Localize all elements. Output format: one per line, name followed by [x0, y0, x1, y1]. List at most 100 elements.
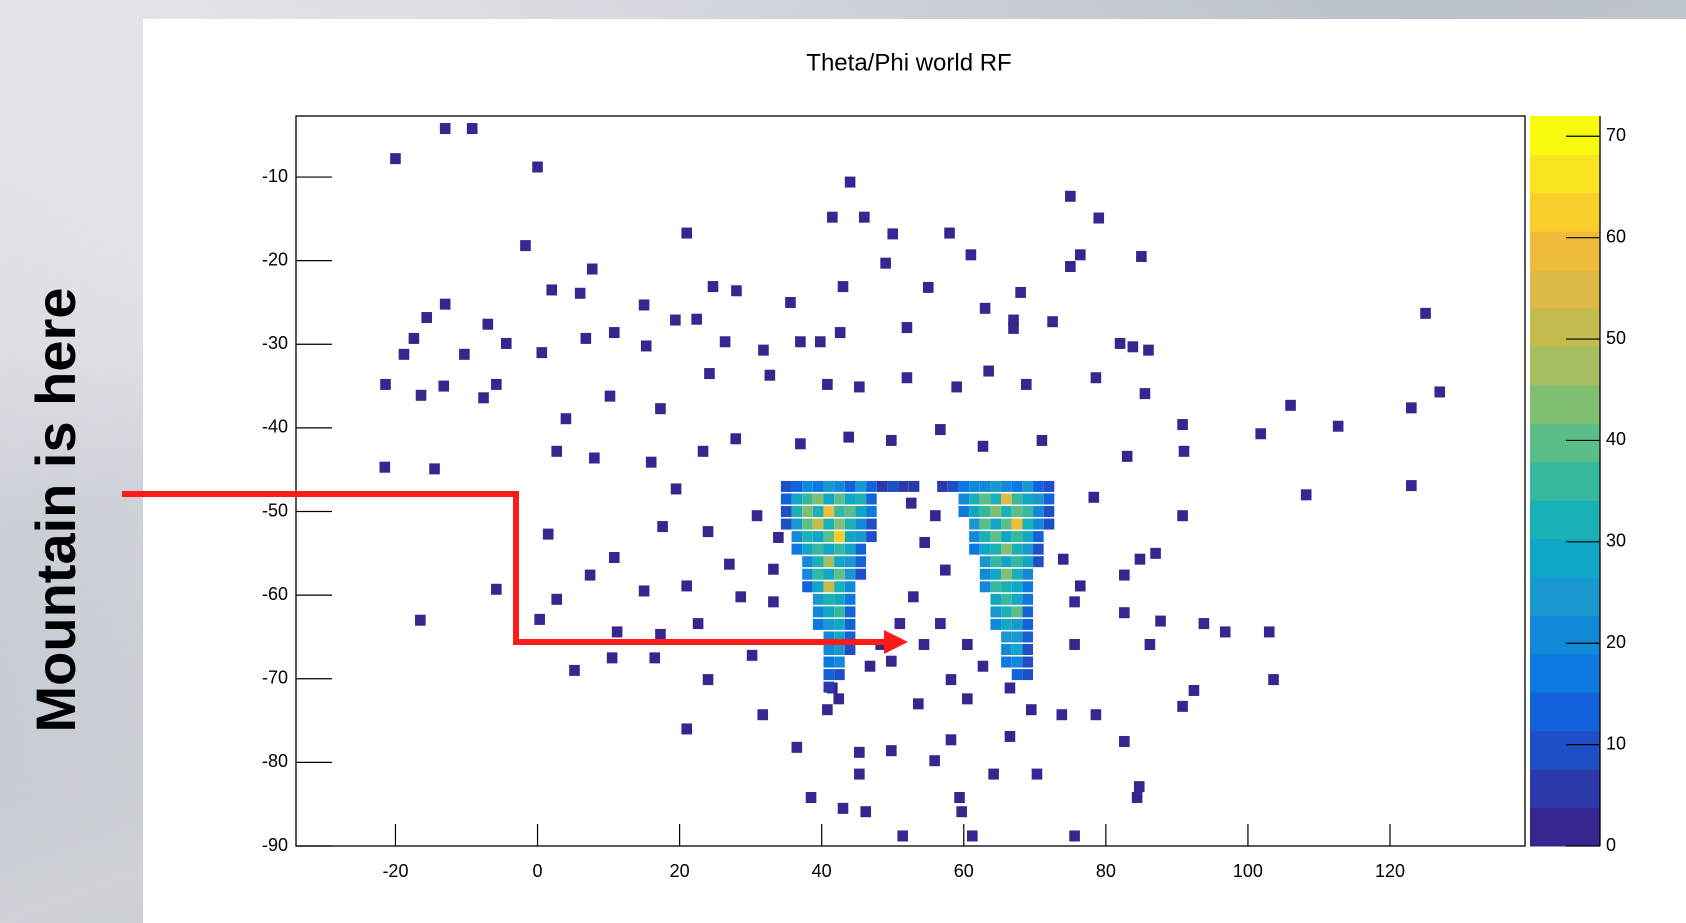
heat-cell [901, 322, 913, 334]
heat-cell [979, 556, 991, 568]
heat-cell [536, 347, 548, 359]
heat-cell [1004, 730, 1016, 742]
heat-cell [855, 568, 867, 580]
heat-cell [827, 211, 838, 223]
heat-cell [977, 440, 989, 452]
heat-cell [844, 543, 856, 555]
heat-cell [1263, 626, 1275, 638]
heat-cell [1011, 618, 1023, 630]
heat-cell [918, 638, 930, 650]
heat-cell [584, 569, 596, 581]
heat-cell [969, 543, 980, 555]
heat-cell [1131, 792, 1143, 804]
heat-cell [791, 518, 803, 530]
heat-cell [681, 723, 693, 735]
colorbar-band [1530, 461, 1600, 501]
heat-cell [855, 480, 867, 492]
cells [379, 123, 1446, 842]
heat-cell [1150, 547, 1161, 559]
colorbar-band [1530, 730, 1600, 770]
heat-cell [681, 227, 693, 239]
heat-cell [844, 556, 856, 568]
heat-cell [956, 806, 967, 818]
heat-cell [1119, 607, 1130, 619]
heat-cell [655, 403, 666, 415]
heat-cell [1043, 493, 1055, 505]
colorbar-band [1530, 384, 1600, 424]
heat-cell [823, 518, 835, 530]
heat-cell [1001, 593, 1012, 605]
heat-cell [962, 693, 973, 705]
heat-cell [551, 445, 563, 457]
heat-cell [834, 327, 846, 339]
heat-cell [945, 734, 957, 746]
heat-cell [844, 531, 856, 543]
heat-cell [812, 506, 824, 518]
heat-cell [608, 327, 620, 339]
heat-cell [657, 521, 668, 533]
colorbar-band [1530, 346, 1600, 386]
heat-cell [697, 445, 709, 457]
heat-cell [880, 257, 891, 269]
colorbar-band [1530, 308, 1600, 348]
heat-cell [834, 493, 845, 505]
heat-cell [969, 480, 980, 492]
heat-cell [438, 380, 450, 392]
heat-cell [1022, 631, 1034, 643]
z-tick-label: 0 [1606, 835, 1616, 855]
heat-cell [1033, 480, 1044, 492]
heat-cell [408, 332, 420, 344]
heat-cell [951, 381, 962, 393]
heat-cell [1255, 428, 1267, 440]
heat-cell [990, 593, 1002, 605]
plot-frame [295, 115, 1526, 847]
heat-cell [795, 438, 806, 450]
heat-cell [844, 518, 856, 530]
heat-cell [844, 506, 856, 518]
heat-cell [802, 581, 813, 593]
heat-cell [958, 506, 970, 518]
heat-cell [990, 568, 1002, 580]
y-tick-label: -60 [262, 584, 288, 604]
heat-cell [854, 381, 865, 393]
heat-cell [812, 593, 824, 605]
heat-cell [823, 480, 835, 492]
heat-cell [834, 568, 845, 580]
heat-cell [1025, 704, 1037, 716]
heat-cell [757, 709, 769, 721]
heat-cell [866, 506, 877, 518]
heat-cell [844, 631, 856, 643]
heat-cell [854, 768, 865, 780]
heat-cell [546, 284, 558, 296]
heat-cell [429, 463, 440, 475]
heat-cell [1001, 606, 1012, 618]
heat-cell [1043, 506, 1055, 518]
heat-cell [482, 318, 494, 330]
annotation-arrowhead [884, 630, 908, 654]
heat-cell [415, 614, 426, 626]
z-tick-label: 40 [1606, 429, 1626, 449]
heat-cell [1022, 593, 1034, 605]
heat-cell [894, 618, 906, 630]
heat-cell [1143, 344, 1154, 356]
heat-cell [844, 480, 856, 492]
heat-cell [1114, 337, 1126, 349]
heat-cell [1033, 518, 1044, 530]
heat-cell [812, 493, 824, 505]
heat-cell [834, 581, 845, 593]
x-tick-label: 20 [670, 861, 690, 881]
y-tick-label: -20 [262, 249, 288, 269]
heat-cell [965, 249, 977, 261]
heat-cell [780, 506, 792, 518]
heat-cell [1219, 626, 1231, 638]
heat-cell [1090, 372, 1102, 384]
heat-cell [990, 556, 1002, 568]
heat-cell [1001, 568, 1012, 580]
heat-cell [551, 593, 563, 605]
heat-cell [843, 431, 854, 443]
heat-cell [780, 493, 792, 505]
heat-cell [791, 741, 803, 753]
heat-cell [638, 299, 650, 311]
heat-cell [844, 176, 856, 188]
